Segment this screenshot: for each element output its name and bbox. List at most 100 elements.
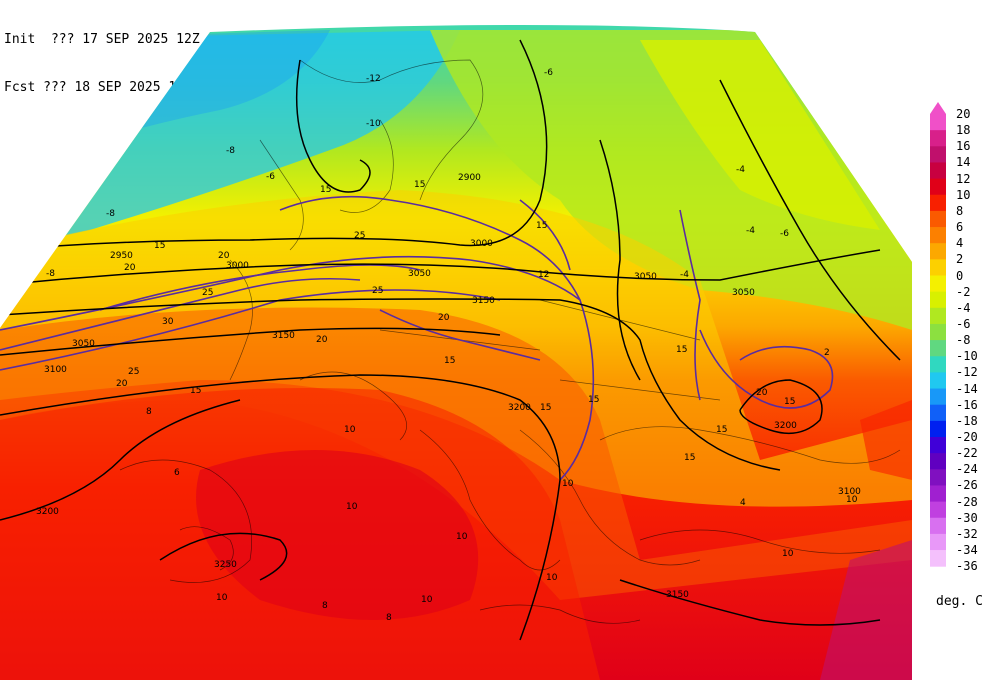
- temp-label: 6: [174, 468, 180, 478]
- colorbar: [930, 102, 946, 567]
- colorbar-tick-label: 12: [956, 171, 971, 186]
- temp-label: -12: [366, 74, 381, 84]
- colorbar-swatch: [930, 404, 946, 422]
- height-label: 3200: [774, 421, 797, 431]
- temp-label: 10: [782, 549, 794, 559]
- wind-label: 15: [676, 345, 687, 355]
- temp-label: 10: [846, 495, 858, 505]
- temp-label: -4: [736, 165, 745, 175]
- colorbar-tick-label: 18: [956, 123, 971, 138]
- colorbar-tick-label: -30: [956, 510, 978, 525]
- colorbar-swatch: [930, 243, 946, 260]
- wind-label: 15: [414, 180, 425, 190]
- colorbar-swatch: [930, 517, 946, 535]
- temp-label: -8: [106, 209, 115, 219]
- colorbar-swatch: [930, 485, 946, 503]
- temp-label: 10: [346, 502, 358, 512]
- height-label: 3050: [732, 288, 755, 298]
- temp-label: 4: [740, 498, 746, 508]
- colorbar-swatch: [930, 323, 946, 341]
- temp-label: 8: [322, 601, 328, 611]
- wind-label: 15: [190, 386, 201, 396]
- colorbar-swatch: [930, 275, 946, 293]
- colorbar-swatch: [930, 291, 946, 309]
- wind-label: 15: [784, 397, 795, 407]
- temp-label: 10: [344, 425, 356, 435]
- wind-label: 30: [162, 317, 174, 327]
- wind-label: 15: [588, 395, 599, 405]
- colorbar-swatch: [930, 501, 946, 519]
- colorbar-tick-label: -20: [956, 430, 978, 444]
- height-label: 3050: [408, 269, 431, 279]
- temp-label: 10: [546, 573, 558, 583]
- colorbar-tick-label: -22: [956, 446, 978, 461]
- colorbar-tick-label: 0: [956, 268, 964, 283]
- wind-label: 20: [116, 379, 128, 389]
- temp-label: -6: [544, 68, 553, 78]
- wind-label: 15: [154, 241, 165, 251]
- colorbar-tick-label: 16: [956, 139, 971, 154]
- colorbar-swatch: [930, 437, 946, 454]
- colorbar-tick-label: -36: [956, 559, 978, 574]
- colorbar-tick-label: -24: [956, 462, 978, 477]
- colorbar-tick-label: -18: [956, 413, 978, 428]
- wind-label: 12: [538, 270, 549, 280]
- wind-label: 15: [444, 356, 455, 366]
- temp-label: 10: [421, 595, 433, 605]
- temp-label: -10: [366, 119, 381, 129]
- height-label: 3200: [508, 403, 531, 413]
- colorbar-swatch: [930, 259, 946, 276]
- colorbar-swatch: [930, 453, 946, 470]
- colorbar-swatch: [930, 210, 946, 228]
- colorbar-swatch: [930, 178, 946, 196]
- colorbar-swatch: [930, 533, 946, 551]
- colorbar-tick-label: -28: [956, 494, 978, 509]
- wind-label: 20: [218, 251, 230, 261]
- wind-label: 20: [124, 263, 136, 273]
- colorbar-tick-label: 20: [956, 107, 971, 121]
- colorbar-tick-label: 10: [956, 187, 971, 202]
- colorbar-tick-label: -6: [956, 316, 971, 331]
- colorbar-tick-label: 4: [956, 236, 964, 251]
- temp-label: 8: [386, 613, 392, 623]
- colorbar-tick-label: -2: [956, 284, 971, 299]
- colorbar-swatch: [930, 162, 946, 180]
- colorbar-swatch: [930, 307, 946, 325]
- wind-label: 20: [316, 335, 328, 345]
- height-label: 3000: [226, 261, 249, 271]
- wind-label: 25: [202, 288, 213, 298]
- colorbar-swatch: [930, 130, 946, 147]
- colorbar-swatch: [930, 550, 946, 567]
- height-label: 3050: [634, 272, 657, 282]
- colorbar-swatch: [930, 340, 946, 357]
- colorbar-swatch: [930, 227, 946, 244]
- wind-label: 10: [562, 479, 574, 489]
- colorbar-tick-label: -14: [956, 381, 978, 396]
- height-label: 3150: [472, 296, 495, 306]
- colorbar-swatches: [930, 102, 946, 567]
- colorbar-tick-label: -26: [956, 478, 978, 493]
- wind-label: 25: [128, 367, 139, 377]
- wind-label: 15: [536, 221, 547, 231]
- temp-label: -8: [46, 269, 55, 279]
- height-label: 3050: [72, 339, 95, 349]
- height-label: 3200: [36, 507, 59, 517]
- temp-label: 8: [146, 407, 152, 417]
- geopotential-height-contours: [0, 39, 901, 641]
- height-label: 3000: [470, 239, 493, 249]
- colorbar-tick-label: 2: [956, 252, 964, 267]
- colorbar-tick-label: -12: [956, 365, 978, 380]
- colorbar-tick-label: -32: [956, 526, 978, 541]
- temp-label: 2: [824, 348, 830, 358]
- height-label: 3250: [214, 560, 237, 570]
- wind-label: 20: [438, 313, 450, 323]
- colorbar-tick-label: -4: [956, 300, 971, 315]
- map-annotations: -12 -10 -6 -6 -8 -4 -8 -8 -4 -6 -4 2 8 1…: [36, 68, 861, 623]
- wind-label: 20: [756, 388, 768, 398]
- colorbar-tick-label: 14: [956, 155, 971, 170]
- colorbar-swatch: [930, 114, 946, 131]
- temp-label: 10: [216, 593, 228, 603]
- wind-label: 15: [320, 185, 331, 195]
- height-label: 2950: [110, 251, 133, 261]
